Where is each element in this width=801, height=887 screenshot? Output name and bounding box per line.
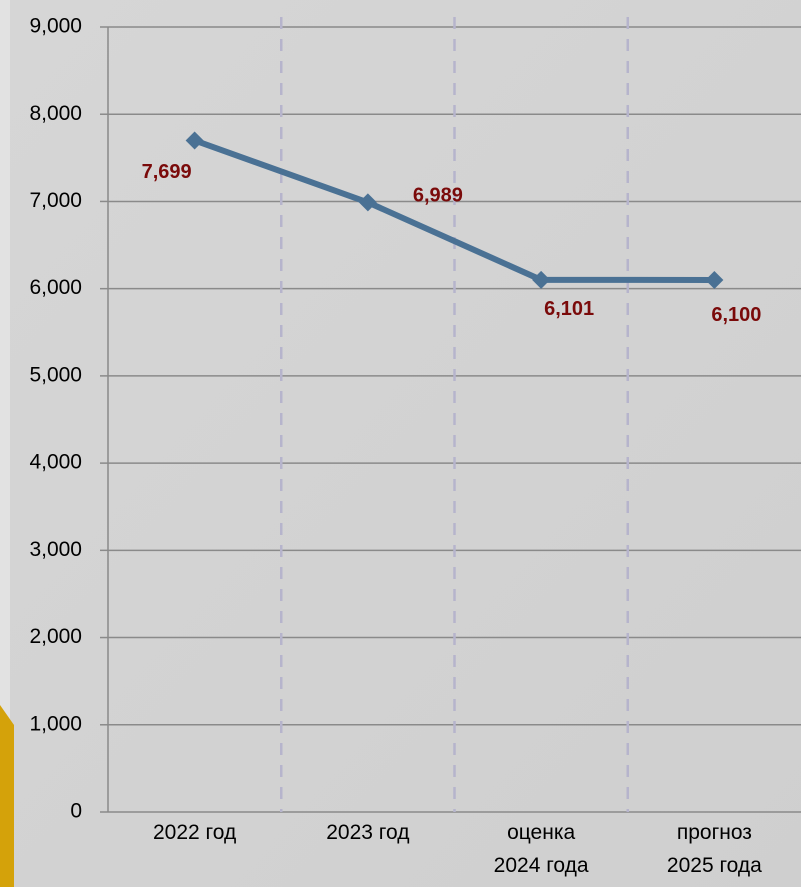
data-label: 7,699	[142, 161, 192, 183]
y-tick-label: 1,000	[29, 712, 82, 735]
left-strip	[0, 0, 10, 720]
y-tick-label: 3,000	[29, 538, 82, 561]
y-tick-label: 0	[70, 800, 82, 823]
x-tick-label: прогноз 2025 года	[667, 821, 762, 877]
x-tick-label: 2023 год	[326, 821, 409, 844]
y-tick-label: 6,000	[29, 276, 82, 299]
data-label: 6,101	[544, 298, 594, 320]
data-label: 6,989	[413, 185, 463, 207]
marker	[705, 270, 724, 289]
marker	[532, 270, 551, 289]
data-label: 6,100	[711, 304, 761, 326]
y-tick-label: 2,000	[29, 625, 82, 648]
y-tick-label: 8,000	[29, 102, 82, 125]
left-accent	[0, 705, 14, 887]
marker	[358, 193, 377, 212]
y-tick-label: 5,000	[29, 363, 82, 386]
marker	[185, 131, 204, 150]
y-tick-label: 7,000	[29, 189, 82, 212]
y-tick-label: 4,000	[29, 451, 82, 474]
x-tick-label: оценка 2024 года	[494, 821, 589, 877]
y-tick-label: 9,000	[29, 15, 82, 38]
x-tick-label: 2022 год	[153, 821, 236, 844]
line	[193, 137, 715, 283]
